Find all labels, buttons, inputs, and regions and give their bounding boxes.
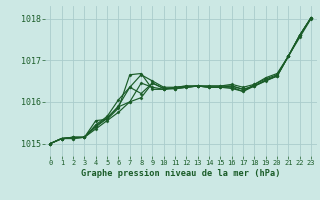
- X-axis label: Graphe pression niveau de la mer (hPa): Graphe pression niveau de la mer (hPa): [81, 169, 281, 178]
